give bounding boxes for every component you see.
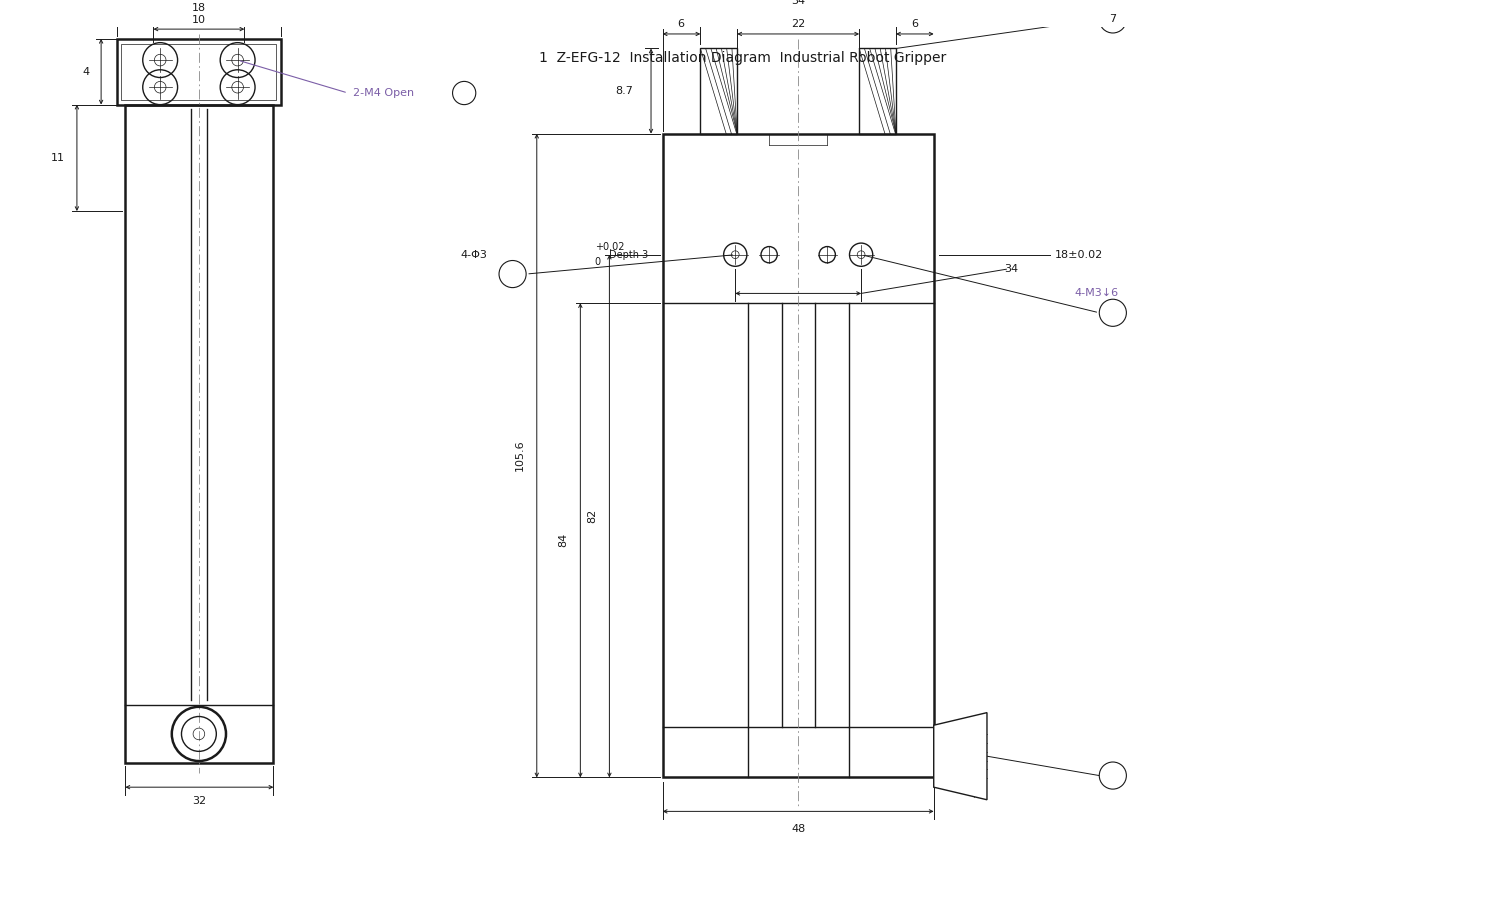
Circle shape	[499, 260, 526, 288]
Text: 10: 10	[192, 15, 207, 25]
Text: 18: 18	[192, 3, 207, 13]
Circle shape	[1100, 300, 1126, 327]
Text: 84: 84	[557, 533, 568, 547]
Bar	[859, 48, 896, 134]
Text: +0.02: +0.02	[594, 242, 624, 252]
Text: 6: 6	[678, 19, 685, 30]
Text: 6: 6	[1110, 771, 1116, 780]
Circle shape	[1100, 762, 1126, 789]
Polygon shape	[933, 712, 987, 800]
Bar	[122, 44, 276, 100]
Text: 8.7: 8.7	[615, 86, 633, 96]
Text: 2-M4 Open: 2-M4 Open	[352, 88, 415, 98]
Text: 34: 34	[791, 0, 805, 6]
Text: 48: 48	[791, 823, 805, 834]
Bar	[125, 105, 273, 763]
Text: 18±0.02: 18±0.02	[1055, 249, 1103, 260]
Text: 4-M3↓6: 4-M3↓6	[1074, 289, 1119, 299]
Text: 105.6: 105.6	[514, 440, 525, 471]
Text: Depth 3: Depth 3	[609, 249, 649, 260]
Text: 1: 1	[461, 88, 468, 98]
Text: 4: 4	[82, 66, 89, 77]
Text: 7: 7	[1109, 14, 1116, 24]
Text: 32: 32	[192, 796, 207, 806]
Circle shape	[1100, 6, 1126, 33]
Text: 6: 6	[911, 19, 918, 30]
Text: 11: 11	[52, 152, 65, 163]
Bar	[663, 134, 933, 778]
Text: 3: 3	[1110, 308, 1116, 318]
Bar	[700, 48, 737, 134]
Text: 2: 2	[510, 269, 516, 279]
Text: 34: 34	[1005, 265, 1018, 274]
Text: 82: 82	[587, 509, 597, 523]
Bar	[116, 39, 281, 105]
Text: 4-Φ3: 4-Φ3	[461, 249, 487, 260]
Text: 0: 0	[594, 257, 600, 267]
Text: 1  Z-EFG-12  Installation Diagram  Industrial Robot Gripper: 1 Z-EFG-12 Installation Diagram Industri…	[539, 51, 947, 65]
Text: 22: 22	[791, 19, 805, 30]
Circle shape	[453, 82, 476, 105]
